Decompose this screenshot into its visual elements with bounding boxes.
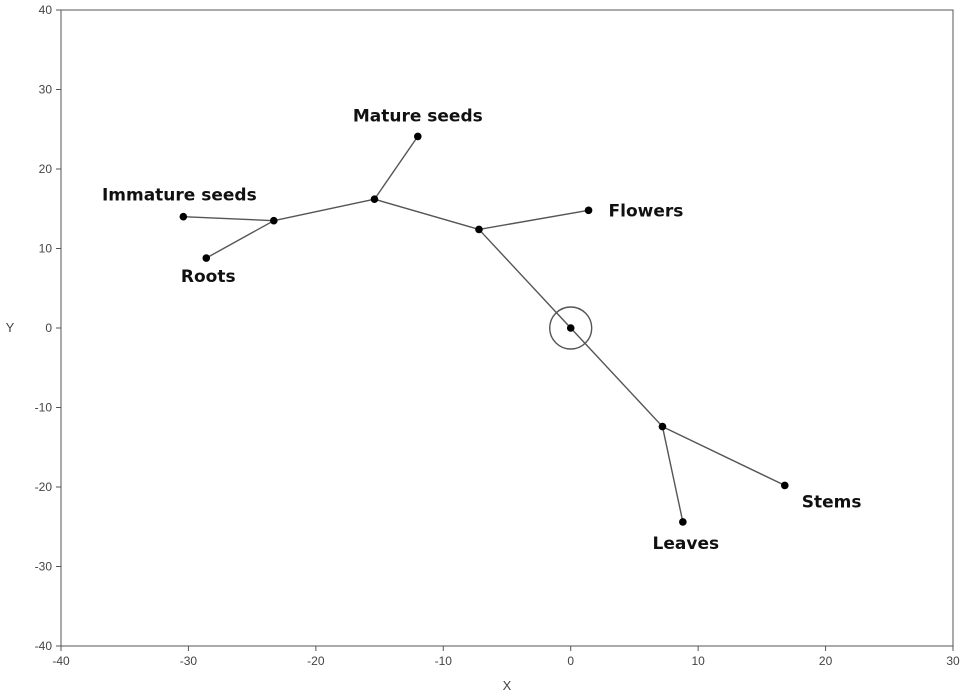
node-label-stems: Stems (802, 492, 862, 512)
edge-n4-stems (662, 425, 786, 487)
x-axis-title: X (503, 678, 512, 693)
node-mature (414, 132, 422, 141)
edge-n0-n1 (478, 228, 572, 329)
y-tick-label: -10 (35, 401, 53, 415)
y-tick-label: -30 (35, 560, 53, 574)
edge-n4-leaves (661, 426, 684, 523)
labels-layer: Mature seeds Immature seeds Roots Flowers St… (102, 106, 862, 554)
x-tick-label: 10 (691, 654, 705, 668)
x-axis: -40 -30 -20 -10 0 10 20 30 (52, 646, 960, 668)
y-tick-label: 20 (39, 162, 53, 176)
node-stems (780, 481, 789, 490)
node-n0 (566, 324, 575, 332)
node-leaves (679, 518, 687, 526)
edge-n3-roots (205, 220, 275, 259)
node-n1 (475, 225, 483, 234)
node-flowers (584, 206, 593, 215)
node-label-mature: Mature seeds (353, 106, 483, 126)
y-tick-label: -40 (35, 639, 53, 653)
node-label-roots: Roots (181, 267, 236, 287)
x-tick-label: 30 (946, 654, 960, 668)
edge-n3-immature (183, 216, 274, 222)
y-tick-label: 40 (39, 3, 53, 17)
edge-n2-mature (373, 136, 419, 200)
y-tick-label: -20 (35, 480, 53, 494)
y-tick-label: 0 (45, 321, 52, 335)
edges-layer (183, 136, 786, 523)
y-tick-label: 30 (39, 83, 53, 97)
node-immature (179, 212, 188, 221)
x-tick-label: 20 (819, 654, 833, 668)
node-n2 (370, 195, 379, 204)
y-axis-title: Y (6, 320, 15, 335)
edge-n1-n2 (374, 198, 480, 231)
x-tick-label: -10 (435, 654, 453, 668)
node-n3 (270, 216, 278, 225)
node-label-flowers: Flowers (609, 201, 684, 221)
edge-n0-n4 (570, 327, 663, 428)
x-tick-label: -20 (307, 654, 325, 668)
node-roots (202, 254, 211, 262)
x-tick-label: -30 (180, 654, 198, 668)
node-label-immature: Immature seeds (102, 186, 257, 206)
root-node-ring (549, 306, 593, 350)
edge-n2-n3 (273, 198, 375, 222)
x-tick-label: 0 (567, 654, 574, 668)
node-label-leaves: Leaves (653, 534, 720, 554)
y-tick-label: 10 (39, 242, 53, 256)
nodes-layer (179, 132, 789, 526)
x-tick-label: -40 (52, 654, 70, 668)
node-n4 (658, 422, 667, 431)
edge-n1-flowers (478, 209, 589, 231)
plot-frame (60, 9, 954, 647)
y-axis: -40 -30 -20 -10 0 10 20 30 40 (35, 3, 61, 653)
